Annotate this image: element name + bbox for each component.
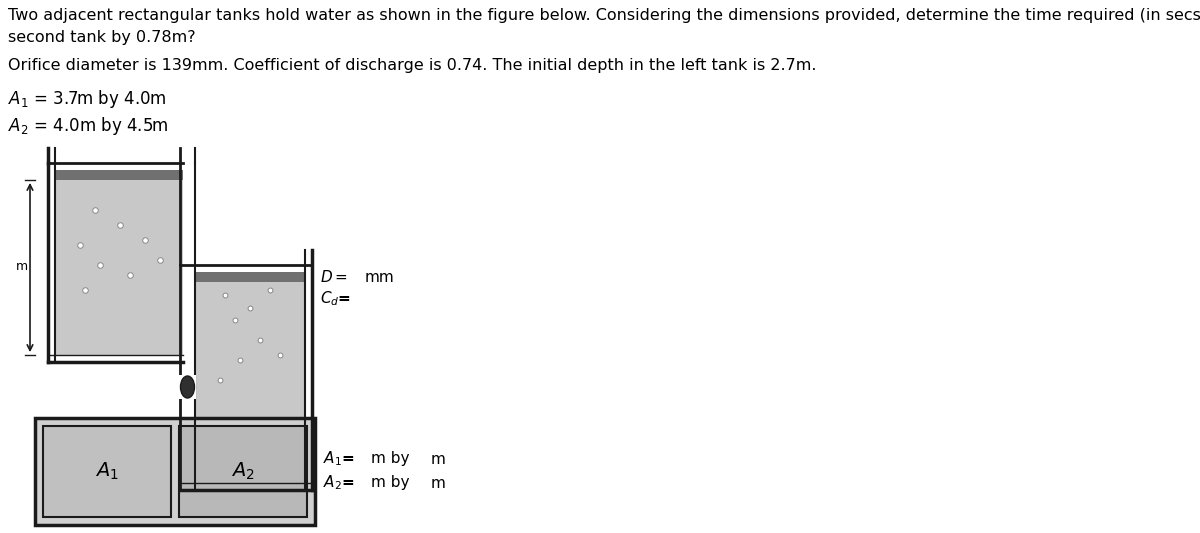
Text: m by: m by xyxy=(371,451,409,466)
Text: $A_1$=: $A_1$= xyxy=(323,450,355,469)
Bar xyxy=(55,170,182,355)
Text: Two adjacent rectangular tanks hold water as shown in the figure below. Consider: Two adjacent rectangular tanks hold wate… xyxy=(8,8,1200,23)
Text: m: m xyxy=(16,261,28,273)
Ellipse shape xyxy=(180,376,194,398)
Bar xyxy=(35,418,314,525)
Text: $D=$: $D=$ xyxy=(320,269,348,285)
Text: second tank by 0.78m?: second tank by 0.78m? xyxy=(8,30,196,45)
Text: Orifice diameter is 139mm. Coefficient of discharge is 0.74. The initial depth i: Orifice diameter is 139mm. Coefficient o… xyxy=(8,58,816,73)
Text: $C_d$=: $C_d$= xyxy=(320,289,352,309)
Text: $A_2$=: $A_2$= xyxy=(323,474,355,492)
Bar xyxy=(55,170,182,180)
Text: m: m xyxy=(431,451,446,466)
Text: mm: mm xyxy=(365,270,395,285)
Bar xyxy=(43,426,172,517)
Text: $A_2$: $A_2$ xyxy=(232,461,254,482)
Text: $A_1$: $A_1$ xyxy=(95,461,119,482)
Text: m: m xyxy=(431,475,446,490)
Text: $A_1$ = 3.7m by 4.0m: $A_1$ = 3.7m by 4.0m xyxy=(8,88,167,110)
Text: m by: m by xyxy=(371,475,409,490)
Bar xyxy=(194,272,305,483)
Text: $A_2$ = 4.0m by 4.5m: $A_2$ = 4.0m by 4.5m xyxy=(8,115,169,137)
Bar xyxy=(179,375,196,399)
Bar xyxy=(194,272,305,282)
Bar xyxy=(179,426,307,517)
